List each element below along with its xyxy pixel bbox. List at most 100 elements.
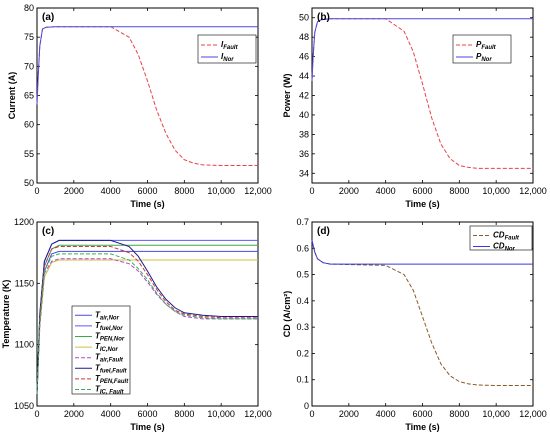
x-tick-label: 8000	[449, 186, 469, 196]
x-tick-label: 4000	[101, 409, 121, 419]
y-tick-label: 0.4	[296, 296, 309, 306]
plot-frame	[36, 7, 259, 184]
y-axis-label: CD (A/cm²)	[282, 291, 292, 338]
panel-c: 0 2000 4000 6000 8000 10,000 12,000 1050 1100 115…	[1, 217, 272, 432]
panel-d: 0 2000 4000 6000 8000 10,000 12,000 0 0.1 0.2 0.3 0…	[282, 217, 547, 432]
x-tick-label: 10,000	[482, 186, 510, 196]
legend-entry: INor	[221, 52, 234, 63]
plot-frame	[311, 7, 534, 184]
series-line-t-fuel-fault	[36, 239, 258, 394]
y-tick-label: 1100	[15, 340, 34, 350]
x-tick-label: 8000	[174, 186, 194, 196]
x-tick-label: 12,000	[519, 186, 547, 196]
x-tick-label: 2000	[339, 186, 359, 196]
x-tick-label: 8000	[174, 409, 194, 419]
panel-label: (d)	[317, 226, 330, 237]
x-tick-label: 2000	[64, 409, 84, 419]
series-line-t-air-fault	[36, 258, 258, 394]
legend-box	[197, 34, 257, 64]
panel-label: (b)	[317, 12, 330, 23]
legend-entry: CDNor	[493, 242, 516, 253]
x-tick-label: 12,000	[519, 409, 547, 419]
x-axis-label: Time (s)	[130, 422, 164, 432]
y-tick-label: 34	[299, 168, 309, 178]
y-tick-label: 1200	[14, 217, 34, 227]
y-tick-label: 50	[24, 178, 34, 188]
y-axis-label: Power (W)	[282, 73, 292, 117]
series-line-cd-nor	[311, 240, 533, 265]
legend-box	[452, 34, 512, 64]
x-tick-label: 12,000	[244, 186, 272, 196]
y-tick-label: 42	[299, 91, 309, 101]
y-tick-label: 36	[299, 149, 309, 159]
y-tick-label: 0.7	[296, 217, 309, 227]
y-tick-label: 60	[24, 120, 34, 130]
y-tick-label: 0.6	[296, 243, 309, 253]
y-tick-label: 0.3	[296, 322, 309, 332]
series-line-p-nor	[311, 18, 533, 81]
legend-entry: IFault	[221, 40, 239, 51]
x-tick-label: 0	[34, 409, 39, 419]
panel-label: (a)	[42, 12, 54, 23]
x-axis-label: Time (s)	[405, 199, 439, 209]
legend: Tair,NorTfuel,NorTPEN,NorTIC,NorTair,Fau…	[71, 305, 131, 396]
x-axis-label: Time (s)	[130, 199, 164, 209]
y-tick-label: 50	[299, 13, 309, 23]
x-tick-label: 2000	[64, 186, 84, 196]
legend-entry: Tfuel,Fault	[95, 363, 128, 374]
y-tick-label: 1150	[15, 278, 34, 288]
y-tick-label: 1050	[14, 401, 34, 411]
x-tick-label: 4000	[376, 409, 396, 419]
y-tick-label: 55	[24, 149, 34, 159]
legend-entry: TIC,Nor	[95, 342, 119, 353]
y-tick-label: 0.5	[296, 270, 309, 280]
series-line-t-pen-fault	[36, 246, 258, 394]
panel-label: (c)	[42, 226, 54, 237]
x-tick-label: 6000	[137, 409, 157, 419]
legend-entry: TIC, Fault	[95, 385, 125, 396]
x-tick-label: 0	[309, 186, 314, 196]
x-tick-label: 8000	[449, 409, 469, 419]
legend-entry: Tair,Fault	[95, 353, 124, 364]
series-line-i-nor	[36, 26, 258, 105]
y-tick-label: 0.1	[296, 375, 309, 385]
panel-a: 0 2000 4000 6000 8000 10,000 12,000 50 55 60 65 70 7…	[7, 3, 272, 209]
y-tick-label: 48	[299, 32, 309, 42]
x-tick-label: 10,000	[207, 186, 235, 196]
y-tick-label: 80	[24, 3, 34, 13]
y-tick-label: 44	[299, 71, 309, 81]
legend-entry: Tfuel,Nor	[95, 321, 123, 332]
x-axis-label: Time (s)	[405, 422, 439, 432]
plot-frame	[36, 221, 259, 407]
y-tick-label: 65	[24, 91, 34, 101]
y-axis-label: Temperature (K)	[1, 280, 11, 349]
legend-entry: TPEN,Fault	[95, 374, 129, 385]
x-tick-label: 6000	[137, 186, 157, 196]
panel-b: 0 2000 4000 6000 8000 10,000 12,000 34 36 38 40 42 4…	[282, 7, 547, 209]
legend-entry: CDFault	[493, 231, 520, 242]
x-tick-label: 4000	[101, 186, 121, 196]
legend-entry: Tair,Nor	[95, 310, 120, 321]
legend-entry: PNor	[476, 52, 492, 63]
y-tick-label: 75	[24, 32, 34, 42]
x-tick-label: 6000	[412, 409, 432, 419]
legend-entry: TPEN,Nor	[95, 332, 125, 343]
x-tick-label: 6000	[412, 186, 432, 196]
y-tick-label: 40	[299, 110, 309, 120]
x-tick-label: 10,000	[207, 409, 235, 419]
x-tick-label: 4000	[376, 186, 396, 196]
x-tick-label: 12,000	[244, 409, 272, 419]
series-line-t-ic-fault	[36, 253, 258, 394]
y-tick-label: 38	[299, 129, 309, 139]
x-tick-label: 0	[309, 409, 314, 419]
x-tick-label: 0	[34, 186, 39, 196]
x-tick-label: 10,000	[482, 409, 510, 419]
y-tick-label: 46	[299, 52, 309, 62]
y-tick-label: 70	[24, 61, 34, 71]
y-tick-label: 0.2	[296, 348, 309, 358]
y-axis-label: Current (A)	[7, 72, 17, 120]
